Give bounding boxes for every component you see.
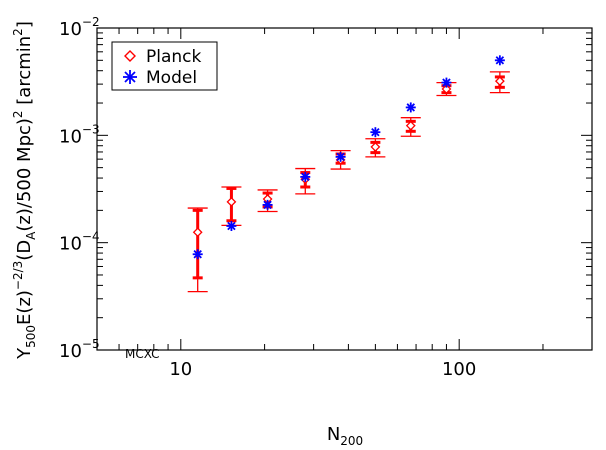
planck-diamond: [370, 141, 381, 152]
model-asterisk: [262, 199, 273, 210]
y-axis-title-e: E(z): [14, 290, 35, 325]
annotation-mcxc: MCXC: [125, 347, 159, 361]
y-axis-title-d-open: (D: [14, 240, 35, 261]
planck-diamond: [494, 76, 505, 87]
legend-planck-diamond-icon: [124, 50, 136, 62]
legend-box: [111, 41, 218, 91]
model-asterisk-stroke: [406, 103, 415, 112]
planck-diamond: [405, 120, 416, 131]
y-tick-label: 10−3: [59, 122, 100, 147]
y-axis-title-y: Y: [14, 347, 35, 360]
data-marks: [187, 55, 510, 293]
legend-model-label: Model: [146, 68, 197, 88]
legend-model-asterisk-icon: [123, 70, 137, 84]
planck-point: [489, 71, 510, 94]
model-asterisk: [370, 127, 381, 138]
planck-diamond: [441, 84, 452, 94]
planck-point: [400, 117, 421, 137]
model-asterisk-stroke: [371, 127, 380, 137]
plot-frame: [96, 27, 593, 351]
model-asterisk: [405, 102, 416, 113]
model-asterisk-stroke: [227, 221, 236, 231]
model-asterisk: [226, 220, 237, 231]
model-asterisk: [494, 55, 505, 66]
model-asterisk: [441, 77, 452, 88]
x-tick-label: 10: [169, 359, 192, 380]
y-axis-title-d-sub: A: [24, 231, 38, 240]
y-tick-label: 10−4: [59, 230, 100, 255]
x-axis-title-sub: 200: [340, 434, 363, 448]
model-asterisk: [335, 151, 346, 162]
planck-point: [221, 186, 242, 226]
planck-diamond: [192, 227, 203, 238]
legend-planck-label: Planck: [146, 47, 202, 67]
y-tick-label: 10−5: [59, 337, 100, 362]
model-asterisk-stroke: [301, 172, 310, 182]
model-asterisk: [300, 171, 311, 182]
legend: Planck Model: [111, 41, 218, 91]
planck-point: [365, 138, 386, 158]
model-asterisk-stroke: [442, 78, 451, 87]
x-tick-label: 100: [442, 359, 476, 380]
model-asterisk-stroke: [193, 250, 202, 259]
model-asterisk: [192, 249, 203, 260]
model-asterisk-stroke: [336, 152, 345, 162]
y-axis-title-d-sup: 2: [11, 110, 25, 118]
y-axis-title-y-sub: 500: [24, 325, 38, 348]
y-axis-title-e-sup: −2/3: [11, 261, 25, 290]
y-tick-label: 10−2: [59, 15, 100, 40]
y-axis-title: Y500E(z)−2/3(DA(z)/500 Mpc)2 [arcmin2]: [11, 21, 38, 360]
y-axis-title-unit-close: ]: [14, 21, 35, 28]
model-asterisk-stroke: [495, 56, 505, 65]
y-axis-title-d-rest: (z)/500 Mpc): [14, 118, 35, 232]
axis-ticks: [96, 27, 593, 351]
y-axis-title-unit-sup: 2: [11, 28, 25, 36]
planck-diamond: [226, 196, 237, 207]
x-axis-title-main: N: [327, 424, 340, 445]
y-axis-title-unit-open: [arcmin: [14, 36, 35, 111]
model-asterisk-stroke: [263, 200, 272, 210]
axis-tick-labels: 10 100 10−5 10−4 10−3 10−2: [59, 15, 476, 380]
x-axis-title: N200: [327, 424, 363, 448]
